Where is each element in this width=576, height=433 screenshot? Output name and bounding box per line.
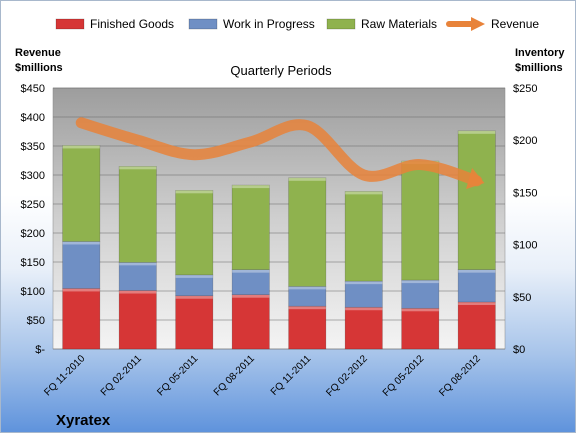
chart-subtitle: Quarterly Periods <box>230 63 332 78</box>
revenue-line-layer <box>75 117 485 190</box>
bar-segment <box>457 301 496 350</box>
bar-highlight <box>62 145 100 149</box>
bar-segment <box>118 262 157 291</box>
bar-segment <box>288 305 327 350</box>
bar-highlight <box>401 308 439 312</box>
revenue-arrowhead <box>466 168 485 190</box>
left-tick-label: $450 <box>21 83 45 95</box>
bar-highlight <box>401 280 439 284</box>
bar-segment <box>231 269 270 296</box>
bar-highlight <box>175 295 213 299</box>
left-tick-label: $400 <box>21 112 45 124</box>
left-tick-label: $350 <box>21 141 45 153</box>
right-axis-title-line1: Inventory <box>515 47 565 59</box>
bar-segment <box>457 269 496 303</box>
legend-label: Work in Progress <box>223 17 315 31</box>
bar-highlight <box>119 290 157 294</box>
x-tick-label: FQ 08-2011 <box>212 353 257 398</box>
right-tick-label: $150 <box>513 187 537 199</box>
left-axis-ticks: $- $50 $100 $150 $200 $250 $300 $350 $400 $450 <box>21 83 46 356</box>
bar-highlight <box>175 190 213 194</box>
legend-label: Raw Materials <box>361 17 437 31</box>
bar-segment <box>62 288 101 350</box>
right-axis-ticks: $0 $50 $100 $150 $200 $250 <box>513 83 537 356</box>
legend-label: Revenue <box>491 17 539 31</box>
bar-segment <box>118 166 157 263</box>
bar-segment <box>62 145 101 242</box>
bar-highlight <box>345 281 383 285</box>
bar-highlight <box>232 185 270 189</box>
bar-segment <box>175 190 214 276</box>
x-tick-label: FQ 02-2011 <box>99 353 144 398</box>
bar-highlight <box>232 269 270 273</box>
right-tick-label: $50 <box>513 292 531 304</box>
bar-segment <box>118 290 157 350</box>
bar-segment <box>231 294 270 350</box>
bar-segment <box>175 295 214 350</box>
bar-highlight <box>119 262 157 266</box>
x-tick-label: FQ 05-2011 <box>155 353 200 398</box>
bar-segment <box>288 177 327 287</box>
bar-highlight <box>288 306 326 310</box>
bar-stacks <box>62 130 496 350</box>
legend-swatch <box>326 18 356 30</box>
bar-highlight <box>288 286 326 290</box>
legend-swatch <box>55 18 85 30</box>
legend-label: Finished Goods <box>90 17 174 31</box>
left-tick-label: $300 <box>21 170 45 182</box>
bar-highlight <box>458 269 496 273</box>
left-tick-label: $250 <box>21 199 45 211</box>
bar-highlight <box>62 241 100 245</box>
right-tick-label: $250 <box>513 83 537 95</box>
left-tick-label: $200 <box>21 228 45 240</box>
left-tick-label: $- <box>35 344 45 356</box>
company-name: Xyratex <box>56 412 111 429</box>
right-axis-title-line2: $millions <box>515 62 563 74</box>
left-axis-title-line1: Revenue <box>15 47 61 59</box>
x-tick-label: FQ 11-2010 <box>42 353 87 398</box>
bar-highlight <box>62 288 100 292</box>
bar-highlight <box>232 294 270 298</box>
bar-segment <box>457 130 496 270</box>
bar-segment <box>401 160 440 281</box>
bar-segment <box>401 307 440 350</box>
bar-segment <box>175 274 214 297</box>
bar-highlight <box>119 166 157 170</box>
bar-highlight <box>458 130 496 134</box>
bar-highlight <box>345 307 383 311</box>
x-tick-label: FQ 11-2011 <box>269 353 314 398</box>
bar-highlight <box>345 191 383 195</box>
right-tick-label: $200 <box>513 135 537 147</box>
right-tick-label: $100 <box>513 240 537 252</box>
left-tick-label: $150 <box>21 257 45 269</box>
left-tick-label: $50 <box>27 315 45 327</box>
bar-highlight <box>458 302 496 306</box>
bar-highlight <box>288 177 326 181</box>
left-tick-label: $100 <box>21 286 45 298</box>
bar-highlight <box>175 274 213 278</box>
bar-segment <box>344 191 383 282</box>
revenue-line <box>75 117 483 187</box>
legend-arrow-revenue <box>471 17 485 31</box>
bar-segment <box>344 306 383 350</box>
x-axis-ticks: FQ 11-2010 FQ 02-2011 FQ 05-2011 FQ 08-2011… <box>42 353 483 399</box>
bar-segment <box>231 184 270 270</box>
bar-segment <box>401 279 440 309</box>
left-axis-title-line2: $millions <box>15 62 63 74</box>
bar-segment <box>344 280 383 308</box>
x-tick-label: FQ 08-2012 <box>437 353 483 399</box>
x-tick-label: FQ 02-2012 <box>324 353 370 399</box>
legend: Finished Goods Work in Progress Raw Materi… <box>55 17 539 31</box>
x-tick-label: FQ 05-2012 <box>381 353 427 399</box>
right-tick-label: $0 <box>513 344 525 356</box>
legend-swatch <box>188 18 218 30</box>
bar-segment <box>62 241 101 289</box>
